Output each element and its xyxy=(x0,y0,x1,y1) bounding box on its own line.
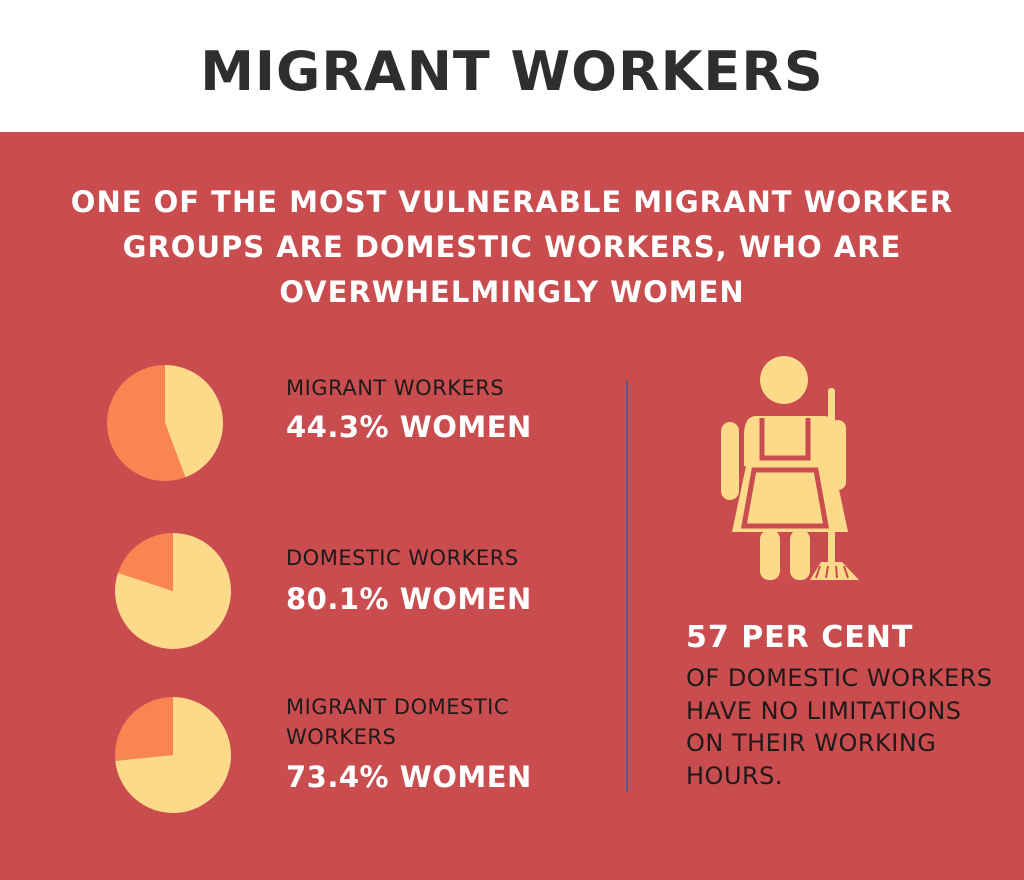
pie-slice-men-slice xyxy=(115,697,173,761)
pie-chart-migrant-domestic-workers xyxy=(115,697,231,813)
domestic-worker-icon xyxy=(721,356,859,580)
headline: ONE OF THE MOST VULNERABLE MIGRANT WORKE… xyxy=(70,185,954,309)
pie-slice-women-slice xyxy=(165,365,224,478)
stat-description: OF DOMESTIC WORKERS HAVE NO LIMITATIONS … xyxy=(686,664,993,790)
page-title: MIGRANT WORKERS xyxy=(200,40,824,103)
pie-value-migrant-workers: 44.3% WOMEN xyxy=(286,410,532,444)
stat-headline: 57 PER CENT xyxy=(686,620,914,655)
pie-chart-migrant-workers xyxy=(107,365,224,481)
pie-value-domestic-workers: 80.1% WOMEN xyxy=(286,582,532,616)
pie-slice-men-slice xyxy=(117,533,173,591)
pie-chart-domestic-workers xyxy=(115,533,231,649)
pie-label-migrant-domestic-workers: MIGRANT DOMESTIC WORKERS xyxy=(286,695,510,749)
pie-value-migrant-domestic-workers: 73.4% WOMEN xyxy=(286,760,532,794)
pie-label-migrant-workers: MIGRANT WORKERS xyxy=(286,376,505,400)
vertical-divider xyxy=(626,380,628,792)
pie-label-domestic-workers: DOMESTIC WORKERS xyxy=(286,546,519,570)
content-panel: ONE OF THE MOST VULNERABLE MIGRANT WORKE… xyxy=(0,132,1024,880)
pie-slice-men-slice xyxy=(107,365,186,481)
pie-slice-women-slice xyxy=(115,697,231,813)
